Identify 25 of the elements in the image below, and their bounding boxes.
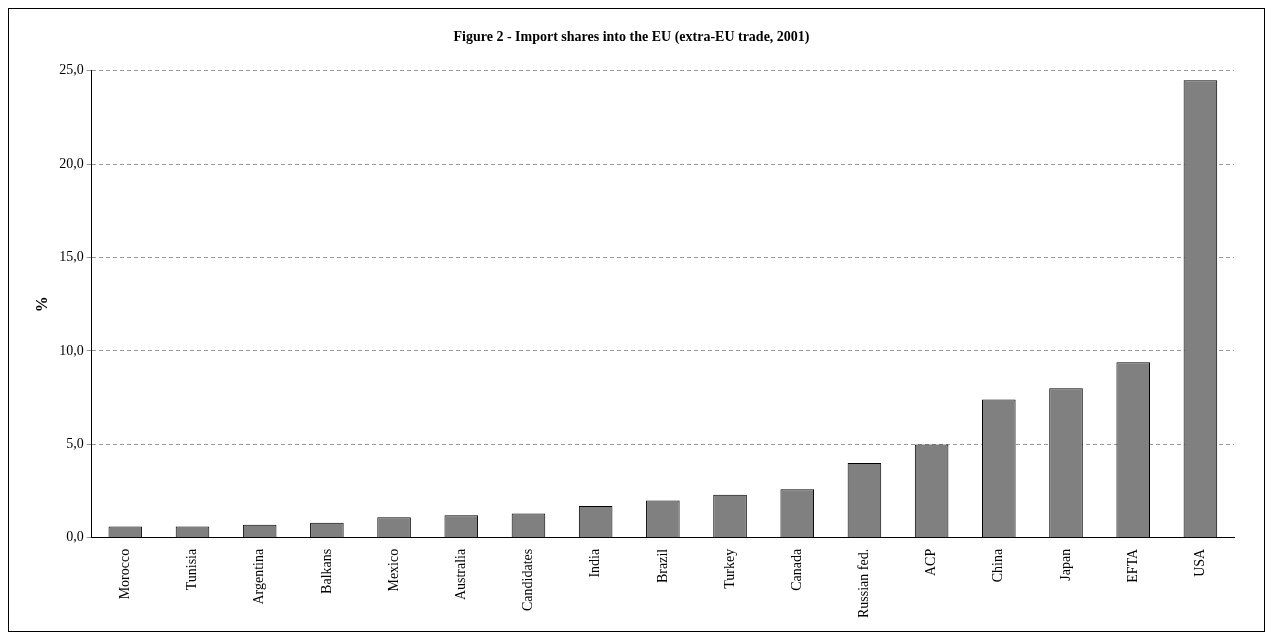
x-tick-label: China (990, 548, 1006, 583)
x-tick-label: Morocco (116, 548, 132, 600)
x-tick-label: USA (1192, 547, 1208, 577)
y-axis-title: % (32, 296, 50, 313)
y-tick-label: 25,0 (59, 62, 84, 78)
x-tick-label: Tunisia (184, 548, 200, 591)
x-tick-label: India (587, 548, 603, 578)
y-tick-label: 15,0 (59, 249, 84, 265)
x-tick-label: Brazil (654, 548, 670, 583)
y-tick-label: 0,0 (66, 529, 84, 545)
chart-title: Figure 2 - Import shares into the EU (extra-EU trade, 2001) (453, 29, 810, 46)
y-tick-label: 5,0 (66, 436, 84, 452)
x-tick-label: Japan (1057, 548, 1073, 581)
x-tick-label: Russian fed. (856, 548, 872, 618)
x-tick-label: Mexico (385, 548, 401, 592)
x-tick-label: Balkans (318, 548, 334, 594)
x-tick-label: EFTA (1124, 547, 1140, 583)
x-tick-label: ACP (923, 548, 939, 577)
x-tick-label: Turkey (721, 548, 737, 589)
x-tick-label: Australia (452, 548, 468, 601)
x-tick-label: Canada (788, 548, 804, 591)
x-tick-label: Argentina (251, 548, 267, 605)
y-tick-label: 10,0 (59, 342, 84, 358)
y-tick-label: 20,0 (59, 155, 84, 171)
x-tick-label: Candidates (520, 548, 536, 611)
